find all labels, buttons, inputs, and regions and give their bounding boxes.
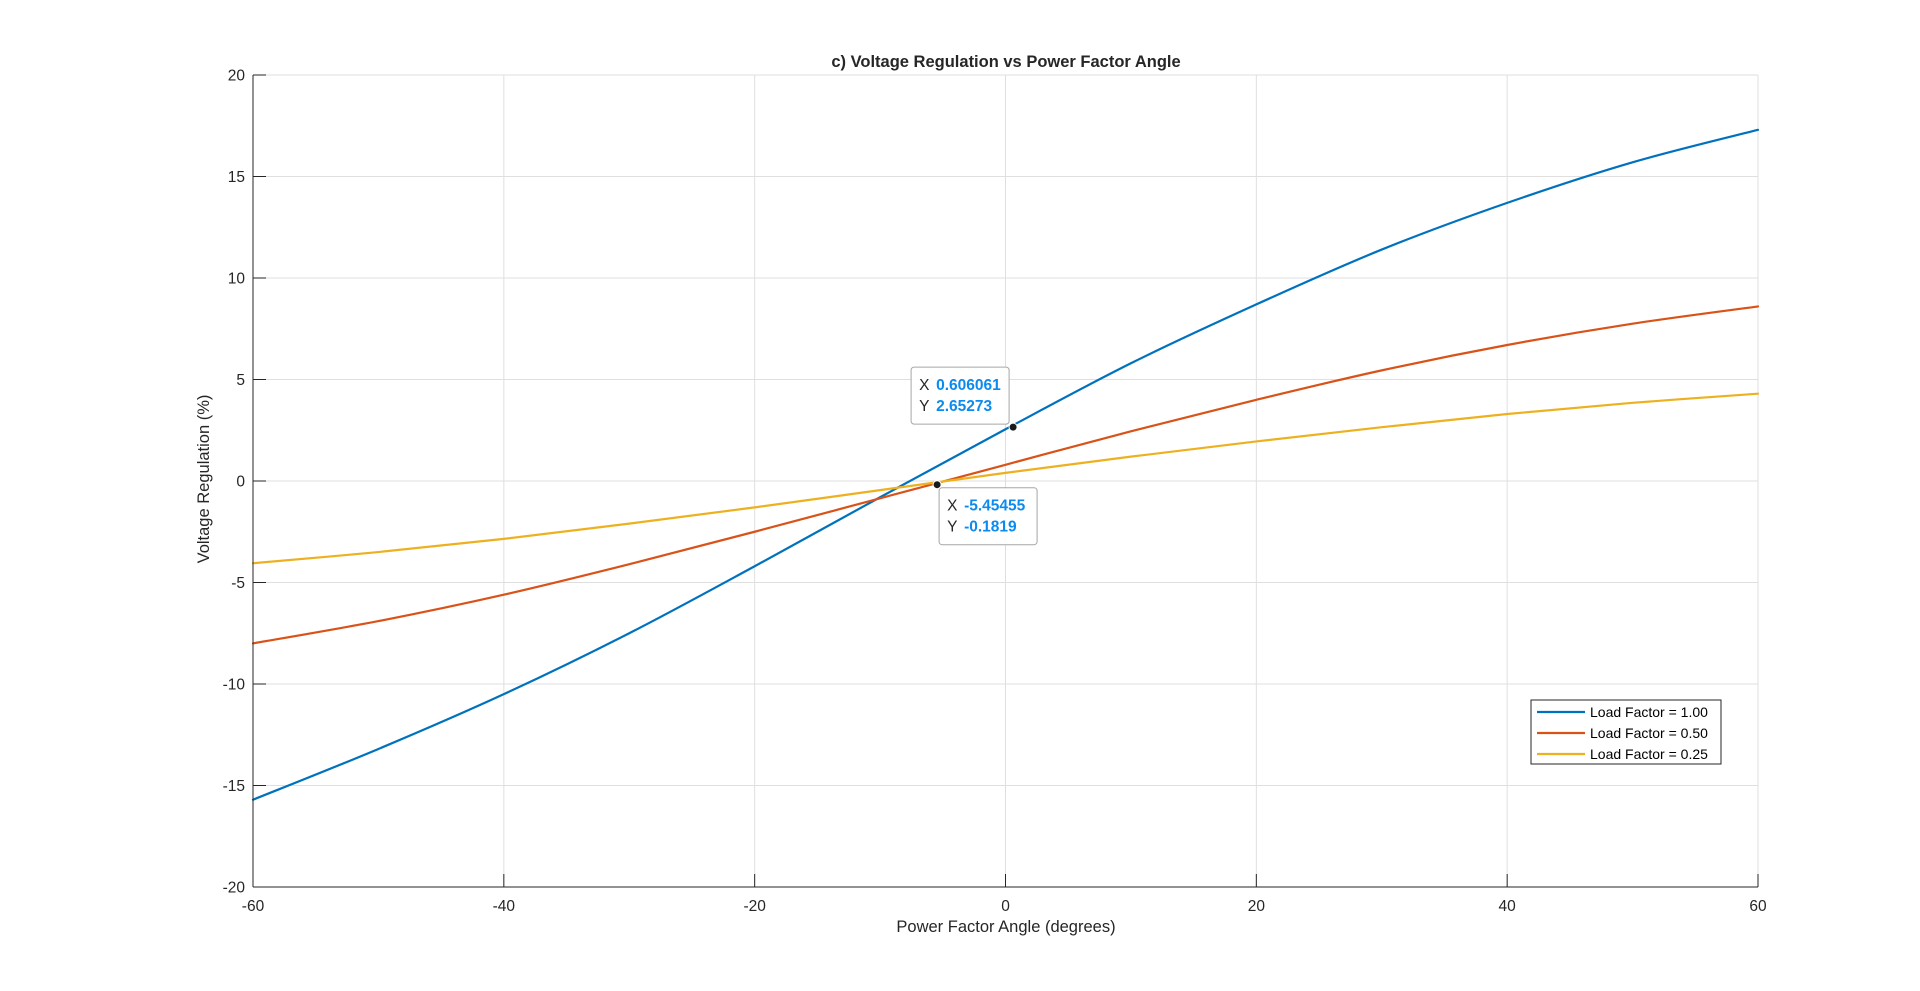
legend-entry-2: Load Factor = 0.25 (1590, 746, 1708, 762)
x-tick-label: 60 (1749, 898, 1767, 915)
datatip-x-value: 0.606061 (936, 377, 1001, 394)
x-tick-label: 40 (1499, 898, 1517, 915)
datatip-y-value: 2.65273 (936, 398, 992, 415)
x-tick-label: 20 (1248, 898, 1266, 915)
series-line-2 (251, 392, 1760, 565)
datatip-x-label: X (947, 498, 958, 515)
x-tick-label: -40 (493, 898, 516, 915)
y-tick-label: -15 (223, 778, 245, 795)
y-tick-label: -10 (223, 677, 246, 694)
datatip-box (938, 487, 1038, 546)
grid-lines (252, 74, 1759, 888)
y-tick-label: 20 (228, 68, 246, 85)
datatip-y-value: -0.1819 (964, 519, 1017, 536)
x-tick-label: 0 (1001, 898, 1010, 915)
y-tick-label: 15 (228, 169, 245, 186)
y-tick-label: 10 (228, 271, 246, 288)
datatip-marker (1008, 422, 1018, 432)
datatip-x-label: X (919, 377, 930, 394)
x-tick-label: -20 (743, 898, 766, 915)
y-tick-label: 0 (236, 474, 245, 491)
legend-entry-0: Load Factor = 1.00 (1590, 704, 1708, 720)
datatip-0: X 0.606061 Y 2.65273 (910, 366, 1018, 432)
tick-labels: -60 -40 -20 0 20 40 60 -20 -15 -10 -5 0 5 10 15 20 (223, 68, 1767, 916)
legend-entry-1: Load Factor = 0.50 (1590, 725, 1708, 741)
legend-box-group: Load Factor = 1.00 Load Factor = 0.50 Load… (1530, 699, 1722, 765)
y-tick-label: -5 (231, 575, 245, 592)
y-tick-label: 5 (236, 372, 245, 389)
datatip-x-value: -5.45455 (964, 498, 1026, 515)
x-tick-label: -60 (242, 898, 265, 915)
x-axis-label: Power Factor Angle (degrees) (896, 918, 1115, 936)
datatip-box (910, 366, 1010, 425)
datatip-y-label: Y (947, 519, 957, 536)
legend[interactable]: Load Factor = 1.00 Load Factor = 0.50 Load… (1530, 699, 1722, 765)
series-line-1 (251, 305, 1760, 645)
datatip-1: X -5.45455 Y -0.1819 (932, 480, 1038, 546)
plot-series (251, 128, 1760, 801)
chart-title: c) Voltage Regulation vs Power Factor An… (831, 53, 1180, 71)
series-line-0 (251, 128, 1760, 801)
y-axis-label: Voltage Regulation (%) (195, 395, 213, 564)
datatip-y-label: Y (919, 398, 929, 415)
datatips: X 0.606061 Y 2.65273 X -5.45455 Y -0.1819 (910, 366, 1038, 546)
y-tick-label: -20 (223, 880, 246, 897)
axes (252, 74, 1759, 888)
datatip-marker (932, 480, 942, 490)
